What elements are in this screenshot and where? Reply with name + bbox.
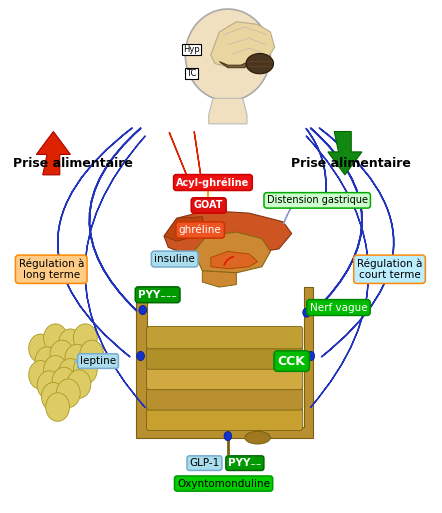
Polygon shape bbox=[209, 98, 247, 124]
FancyArrowPatch shape bbox=[194, 132, 202, 183]
Circle shape bbox=[139, 305, 147, 314]
Circle shape bbox=[73, 356, 97, 384]
Polygon shape bbox=[219, 62, 249, 68]
FancyArrowPatch shape bbox=[89, 128, 141, 311]
Ellipse shape bbox=[246, 53, 274, 74]
Polygon shape bbox=[164, 210, 292, 256]
Ellipse shape bbox=[245, 431, 271, 444]
Text: PYY₋₋: PYY₋₋ bbox=[228, 458, 262, 468]
Text: GOAT: GOAT bbox=[194, 201, 224, 210]
Polygon shape bbox=[194, 232, 271, 273]
Text: TC: TC bbox=[187, 69, 197, 78]
Polygon shape bbox=[137, 287, 313, 438]
FancyBboxPatch shape bbox=[147, 408, 303, 430]
FancyBboxPatch shape bbox=[147, 347, 303, 369]
Circle shape bbox=[29, 334, 53, 363]
FancyArrowPatch shape bbox=[58, 128, 132, 357]
Circle shape bbox=[44, 356, 68, 384]
FancyArrowPatch shape bbox=[284, 203, 294, 223]
Circle shape bbox=[35, 347, 59, 376]
Circle shape bbox=[52, 367, 76, 396]
Ellipse shape bbox=[185, 9, 271, 101]
Circle shape bbox=[57, 379, 80, 407]
Text: insuline: insuline bbox=[154, 254, 195, 264]
Polygon shape bbox=[36, 131, 70, 175]
Polygon shape bbox=[211, 22, 274, 67]
FancyBboxPatch shape bbox=[147, 367, 303, 390]
FancyArrowPatch shape bbox=[311, 128, 362, 311]
Text: ghréline: ghréline bbox=[179, 225, 221, 235]
FancyArrowPatch shape bbox=[306, 129, 326, 192]
Circle shape bbox=[303, 308, 310, 317]
Circle shape bbox=[307, 351, 315, 361]
FancyBboxPatch shape bbox=[147, 388, 303, 410]
Text: Hyp: Hyp bbox=[183, 45, 200, 54]
Polygon shape bbox=[202, 271, 236, 287]
Circle shape bbox=[42, 383, 65, 411]
Text: Prise alimentaire: Prise alimentaire bbox=[291, 157, 411, 170]
Circle shape bbox=[44, 324, 68, 352]
Circle shape bbox=[67, 370, 91, 398]
Circle shape bbox=[46, 393, 69, 421]
Circle shape bbox=[65, 344, 89, 373]
FancyArrowPatch shape bbox=[320, 128, 394, 357]
Polygon shape bbox=[211, 251, 258, 269]
Circle shape bbox=[224, 431, 232, 441]
FancyArrowPatch shape bbox=[85, 136, 145, 407]
FancyBboxPatch shape bbox=[147, 326, 303, 349]
Circle shape bbox=[50, 340, 74, 369]
Circle shape bbox=[29, 361, 53, 389]
Text: CCK: CCK bbox=[278, 354, 305, 368]
Text: Acyl-ghréline: Acyl-ghréline bbox=[176, 177, 250, 188]
Polygon shape bbox=[164, 216, 206, 241]
FancyArrowPatch shape bbox=[306, 136, 369, 407]
Circle shape bbox=[58, 329, 82, 358]
Text: Prise alimentaire: Prise alimentaire bbox=[12, 157, 133, 170]
Circle shape bbox=[80, 340, 103, 369]
Text: PYY₋₋₋: PYY₋₋₋ bbox=[138, 290, 177, 300]
Circle shape bbox=[137, 351, 145, 361]
FancyArrowPatch shape bbox=[169, 132, 191, 185]
Polygon shape bbox=[328, 131, 362, 175]
Text: GLP-1: GLP-1 bbox=[189, 458, 220, 468]
Text: Régulation à
long terme: Régulation à long terme bbox=[19, 258, 84, 280]
Circle shape bbox=[73, 324, 97, 352]
Text: Oxyntomonduline: Oxyntomonduline bbox=[177, 479, 270, 488]
FancyArrowPatch shape bbox=[224, 257, 234, 265]
Text: Régulation à
court terme: Régulation à court terme bbox=[357, 258, 422, 280]
Text: leptine: leptine bbox=[80, 356, 116, 366]
Circle shape bbox=[37, 371, 61, 399]
FancyArrowPatch shape bbox=[207, 189, 209, 210]
Text: Distension gastrique: Distension gastrique bbox=[267, 195, 368, 205]
Text: Nerf vague: Nerf vague bbox=[310, 303, 367, 312]
Circle shape bbox=[58, 359, 82, 387]
